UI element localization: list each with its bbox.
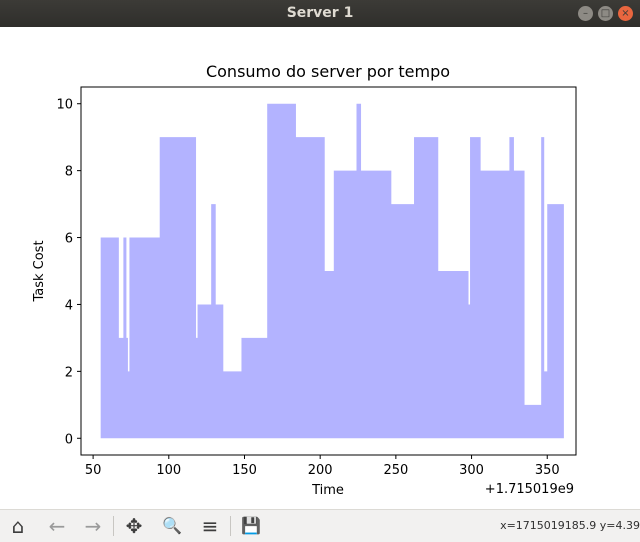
configure-subplots-icon[interactable]: ≡ [201,514,219,538]
navigation-toolbar: ⌂ ← → ✥ 🔍 ≡ 💾 x=1715019185.9 y=4.39 [0,509,640,542]
x-ticks: 50 100 150 200 250 300 350 [85,455,560,478]
pan-icon[interactable]: ✥ [125,514,143,538]
y-ticks: 0 2 4 6 8 10 [56,98,81,447]
home-icon[interactable]: ⌂ [11,514,25,538]
task-cost-area [100,103,564,439]
window-titlebar: Server 1 – □ × [0,0,640,27]
x-offset-label: +1.715019e9 [485,482,574,497]
window-title: Server 1 [286,5,354,21]
y-tick-label: 6 [65,232,73,247]
x-axis-label: Time [311,483,344,498]
x-tick-label: 200 [308,463,333,478]
forward-icon[interactable]: → [84,514,102,538]
x-tick-label: 150 [232,463,257,478]
zoom-icon[interactable]: 🔍 [162,516,182,535]
x-tick-label: 300 [459,463,484,478]
cursor-coordinates: x=1715019185.9 y=4.39 [500,519,640,532]
back-icon[interactable]: ← [48,514,66,538]
y-tick-label: 4 [65,298,73,313]
chart: Consumo do server por tempo 50 100 150 200 2… [32,62,577,498]
x-tick-label: 350 [535,463,560,478]
y-tick-label: 0 [65,432,73,447]
x-tick-label: 100 [156,463,181,478]
plot-area [100,103,564,439]
y-tick-label: 10 [56,98,73,113]
toolbar-separator [230,516,231,536]
axes-frame [80,86,577,456]
maximize-button[interactable]: □ [598,6,613,21]
y-axis-label: Task Cost [32,240,47,302]
toolbar-separator [113,516,114,536]
x-tick-label: 250 [383,463,408,478]
y-tick-label: 8 [65,165,73,180]
y-tick-label: 2 [65,365,73,380]
chart-title: Consumo do server por tempo [206,62,450,81]
x-tick-label: 50 [85,463,102,478]
close-button[interactable]: × [618,6,633,21]
save-icon[interactable]: 💾 [241,516,261,535]
minimize-button[interactable]: – [578,6,593,21]
figure-canvas[interactable]: Consumo do server por tempo 50 100 150 200 2… [0,27,640,509]
